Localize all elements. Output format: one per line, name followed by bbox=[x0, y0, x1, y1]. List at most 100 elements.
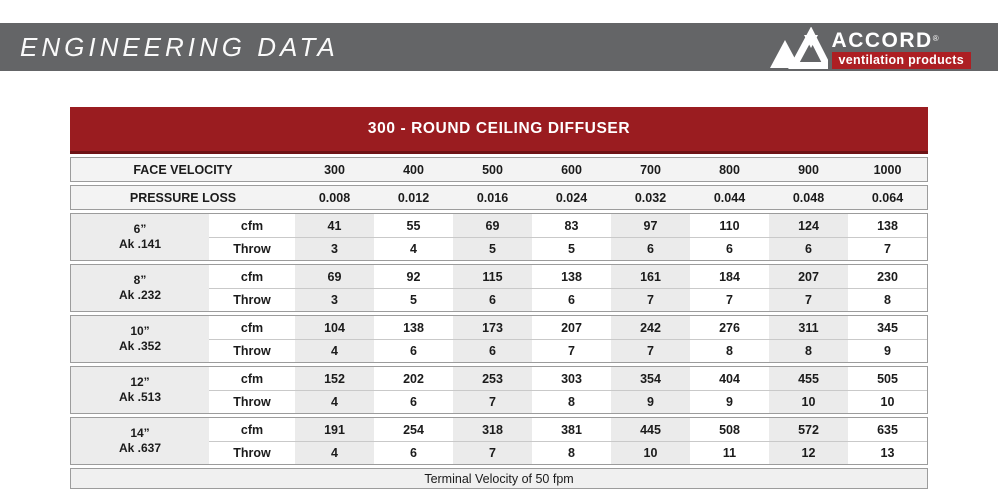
throw-value-cell: 8 bbox=[532, 390, 611, 413]
throw-value-cell: 6 bbox=[374, 390, 453, 413]
face-velocity-row: FACE VELOCITY 300 400 500 600 700 800 900 1000 bbox=[70, 157, 928, 182]
throw-value-cell: 9 bbox=[611, 390, 690, 413]
cfm-value-cell: 161 bbox=[611, 265, 690, 288]
throw-value-cell: 11 bbox=[690, 441, 769, 464]
throw-value-cell: 8 bbox=[690, 339, 769, 362]
throw-label-cell: Throw bbox=[209, 288, 295, 311]
velocity-header-cell: 900 bbox=[798, 162, 819, 177]
throw-value-cell: 10 bbox=[848, 390, 927, 413]
cfm-value-cell: 104 bbox=[295, 316, 374, 339]
throw-value-cell: 3 bbox=[295, 288, 374, 311]
cfm-value-cell: 242 bbox=[611, 316, 690, 339]
table-footer-note: Terminal Velocity of 50 fpm bbox=[70, 468, 928, 489]
table-title: 300 - ROUND CEILING DIFFUSER bbox=[70, 107, 928, 154]
throw-value-cell: 6 bbox=[611, 237, 690, 260]
cfm-value-cell: 138 bbox=[374, 316, 453, 339]
brand-tagline: ventilation products bbox=[831, 52, 971, 69]
size-groups: 6” Ak .141 cfm 41 55 69 83 97 110 124 138 Throw 3 4 5 5… bbox=[70, 213, 928, 465]
size-cell: 14” Ak .637 bbox=[71, 418, 209, 464]
pressure-loss-cell: 0.032 bbox=[634, 190, 667, 205]
size-group-row: 12” Ak .513 cfm 152 202 253 303 354 404 455 505 Thr… bbox=[70, 366, 928, 414]
cfm-value-cell: 138 bbox=[848, 214, 927, 237]
throw-value-cell: 8 bbox=[769, 339, 848, 362]
cfm-value-cell: 276 bbox=[690, 316, 769, 339]
throw-value-cell: 4 bbox=[295, 390, 374, 413]
cfm-value-cell: 345 bbox=[848, 316, 927, 339]
throw-value-cell: 5 bbox=[453, 237, 532, 260]
cfm-value-cell: 110 bbox=[690, 214, 769, 237]
cfm-value-cell: 253 bbox=[453, 367, 532, 390]
pressure-loss-cell: 0.048 bbox=[792, 190, 825, 205]
cfm-value-cell: 55 bbox=[374, 214, 453, 237]
size-group-row: 14” Ak .637 cfm 191 254 318 381 445 508 572 635 Thr… bbox=[70, 417, 928, 465]
throw-value-cell: 7 bbox=[611, 339, 690, 362]
page-title: ENGINEERING DATA bbox=[20, 32, 339, 62]
cfm-value-cell: 92 bbox=[374, 265, 453, 288]
size-group-row: 6” Ak .141 cfm 41 55 69 83 97 110 124 138 Throw 3 4 5 5… bbox=[70, 213, 928, 261]
throw-value-cell: 6 bbox=[769, 237, 848, 260]
engineering-data-banner: ENGINEERING DATA ACCORD ® ventilation pr… bbox=[0, 23, 998, 71]
pressure-loss-row: PRESSURE LOSS 0.008 0.012 0.016 0.024 0.032 0… bbox=[70, 185, 928, 210]
throw-value-cell: 7 bbox=[453, 441, 532, 464]
cfm-value-cell: 41 bbox=[295, 214, 374, 237]
size-cell: 10” Ak .352 bbox=[71, 316, 209, 362]
throw-label-cell: Throw bbox=[209, 390, 295, 413]
cfm-value-cell: 152 bbox=[295, 367, 374, 390]
cfm-value-cell: 445 bbox=[611, 418, 690, 441]
size-cell: 6” Ak .141 bbox=[71, 214, 209, 260]
pressure-loss-cell: 0.016 bbox=[476, 190, 509, 205]
throw-value-cell: 3 bbox=[295, 237, 374, 260]
velocity-header-cell: 700 bbox=[640, 162, 661, 177]
cfm-value-cell: 202 bbox=[374, 367, 453, 390]
throw-value-cell: 5 bbox=[532, 237, 611, 260]
cfm-label-cell: cfm bbox=[209, 316, 295, 339]
cfm-value-cell: 381 bbox=[532, 418, 611, 441]
throw-value-cell: 12 bbox=[769, 441, 848, 464]
velocity-header-cell: 800 bbox=[719, 162, 740, 177]
pressure-loss-cell: 0.044 bbox=[713, 190, 746, 205]
throw-value-cell: 4 bbox=[295, 339, 374, 362]
throw-value-cell: 9 bbox=[848, 339, 927, 362]
cfm-label-cell: cfm bbox=[209, 265, 295, 288]
cfm-value-cell: 311 bbox=[769, 316, 848, 339]
cfm-value-cell: 455 bbox=[769, 367, 848, 390]
throw-value-cell: 5 bbox=[374, 288, 453, 311]
cfm-value-cell: 97 bbox=[611, 214, 690, 237]
cfm-value-cell: 69 bbox=[295, 265, 374, 288]
cfm-value-cell: 404 bbox=[690, 367, 769, 390]
pressure-loss-cell: 0.024 bbox=[555, 190, 588, 205]
velocity-header-cell: 300 bbox=[324, 162, 345, 177]
size-cell: 8” Ak .232 bbox=[71, 265, 209, 311]
cfm-label-cell: cfm bbox=[209, 367, 295, 390]
velocity-header-cell: 500 bbox=[482, 162, 503, 177]
cfm-value-cell: 115 bbox=[453, 265, 532, 288]
cfm-value-cell: 572 bbox=[769, 418, 848, 441]
throw-value-cell: 4 bbox=[295, 441, 374, 464]
cfm-label-cell: cfm bbox=[209, 214, 295, 237]
accord-logo: ACCORD ® ventilation products bbox=[769, 25, 971, 69]
accord-wordmark: ACCORD ® ventilation products bbox=[831, 30, 971, 69]
cfm-value-cell: 69 bbox=[453, 214, 532, 237]
cfm-value-cell: 207 bbox=[532, 316, 611, 339]
cfm-value-cell: 303 bbox=[532, 367, 611, 390]
throw-value-cell: 6 bbox=[532, 288, 611, 311]
registered-mark-icon: ® bbox=[932, 34, 939, 43]
cfm-value-cell: 184 bbox=[690, 265, 769, 288]
pressure-loss-label: PRESSURE LOSS bbox=[129, 190, 237, 205]
velocity-header-cell: 600 bbox=[561, 162, 582, 177]
face-velocity-label: FACE VELOCITY bbox=[133, 162, 233, 177]
throw-value-cell: 7 bbox=[453, 390, 532, 413]
velocity-header-cell: 400 bbox=[403, 162, 424, 177]
cfm-value-cell: 230 bbox=[848, 265, 927, 288]
pressure-loss-cell: 0.008 bbox=[318, 190, 351, 205]
throw-value-cell: 4 bbox=[374, 237, 453, 260]
cfm-value-cell: 191 bbox=[295, 418, 374, 441]
throw-label-cell: Throw bbox=[209, 339, 295, 362]
cfm-value-cell: 138 bbox=[532, 265, 611, 288]
accord-triangles-icon bbox=[769, 27, 828, 69]
cfm-label-cell: cfm bbox=[209, 418, 295, 441]
throw-value-cell: 8 bbox=[532, 441, 611, 464]
throw-value-cell: 10 bbox=[769, 390, 848, 413]
size-group-row: 10” Ak .352 cfm 104 138 173 207 242 276 311 345 Thr… bbox=[70, 315, 928, 363]
